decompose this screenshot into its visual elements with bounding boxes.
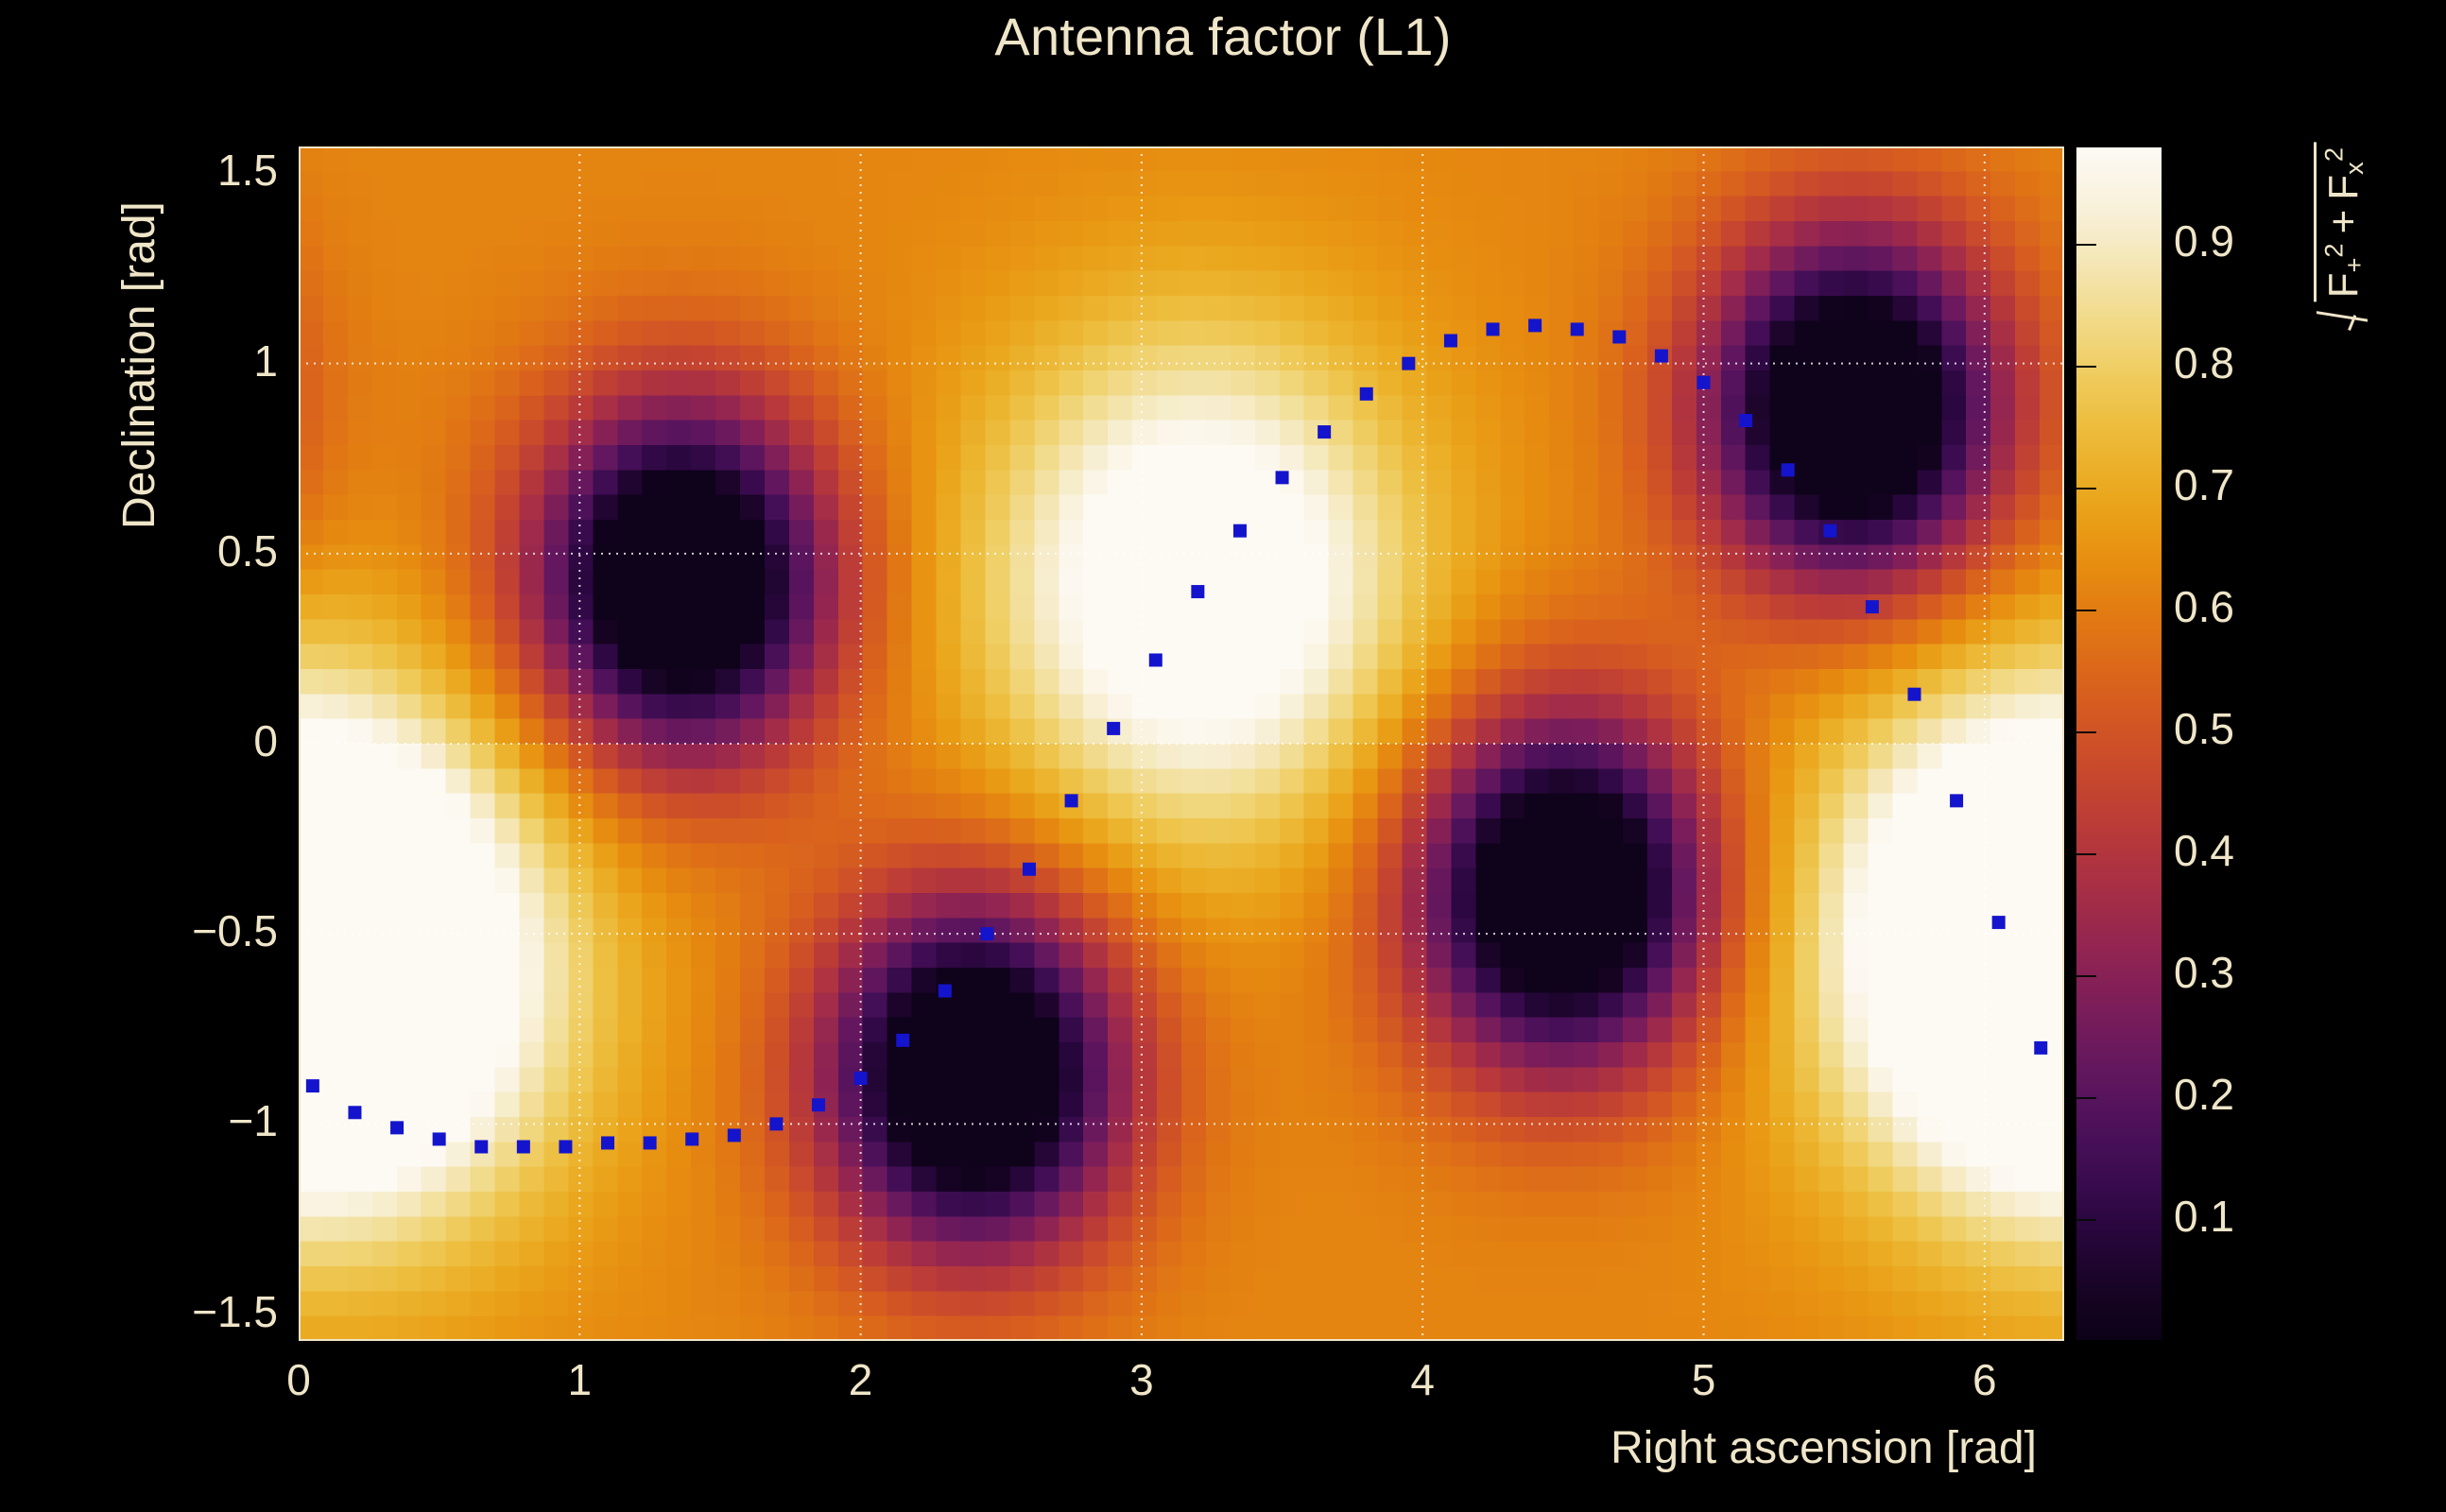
y-tick-label: 1: [253, 335, 278, 386]
y-tick-label: −1: [228, 1096, 278, 1146]
colorbar-tick-label: 0.7: [2174, 460, 2234, 510]
colorbar-tick-label: 0.2: [2174, 1070, 2234, 1120]
colorbar-tick-label: 0.8: [2174, 338, 2234, 388]
y-tick-label: 0: [253, 716, 278, 765]
x-axis-title: Right ascension [rad]: [1611, 1423, 2037, 1473]
y-tick-label: 1.5: [217, 146, 278, 196]
x-tick-label: 2: [848, 1355, 873, 1404]
heatmap-image: [299, 146, 2064, 1341]
x-tick-label: 4: [1410, 1355, 1435, 1404]
colorbar-tick-label: 0.3: [2174, 948, 2234, 998]
x-tick-label: 3: [1129, 1355, 1154, 1404]
colorbar-tick-label: 0.9: [2174, 216, 2234, 266]
colorbar-tick-label: 0.6: [2174, 582, 2234, 632]
page-title: Antenna factor (L1): [994, 7, 1452, 66]
colorbar-tick-label: 0.4: [2174, 826, 2234, 876]
colorbar[interactable]: [2076, 146, 2162, 1341]
f-plus-term: F+2: [2318, 243, 2368, 299]
y-tick-label: −0.5: [192, 906, 278, 956]
y-axis-title: Declination [rad]: [114, 201, 164, 529]
colorbar-tick-label: 0.1: [2174, 1192, 2234, 1242]
x-tick-label: 5: [1691, 1355, 1716, 1404]
f-cross-term: Fx2: [2318, 147, 2368, 200]
sqrt-radical: F+2 + Fx2: [2314, 142, 2368, 302]
plus-operator: +: [2320, 209, 2367, 234]
x-tick-label: 0: [286, 1355, 311, 1404]
x-tick-label: 6: [1972, 1355, 1997, 1404]
x-tick-label: 1: [567, 1355, 593, 1404]
z-axis-title: F+2 + Fx2: [2314, 142, 2368, 302]
y-tick-label: 0.5: [217, 525, 278, 576]
colorbar-tick-label: 0.5: [2174, 704, 2234, 754]
y-tick-label: −1.5: [192, 1286, 278, 1336]
heatmap-plot-area[interactable]: [299, 146, 2064, 1341]
